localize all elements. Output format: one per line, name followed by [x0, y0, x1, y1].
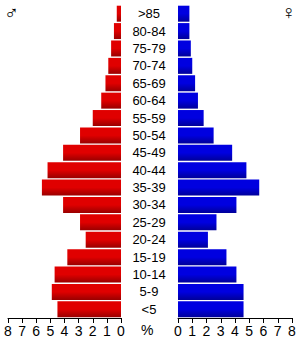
- svg-text:3: 3: [217, 323, 225, 339]
- svg-text:4: 4: [61, 323, 69, 339]
- svg-text:4: 4: [231, 323, 239, 339]
- svg-text:1: 1: [188, 323, 196, 339]
- svg-text:5: 5: [46, 323, 54, 339]
- svg-text:50-54: 50-54: [132, 128, 165, 143]
- svg-text:2: 2: [89, 323, 97, 339]
- svg-text:65-69: 65-69: [132, 76, 165, 91]
- svg-text:6: 6: [32, 323, 40, 339]
- svg-text:70-74: 70-74: [132, 58, 165, 73]
- svg-text:6: 6: [260, 323, 268, 339]
- svg-text:>85: >85: [138, 6, 160, 21]
- svg-text:10-14: 10-14: [132, 267, 165, 282]
- svg-text:45-49: 45-49: [132, 145, 165, 160]
- svg-text:7: 7: [274, 323, 282, 339]
- svg-text:3: 3: [75, 323, 83, 339]
- svg-text:7: 7: [18, 323, 26, 339]
- svg-text:25-29: 25-29: [132, 215, 165, 230]
- svg-text:♂: ♂: [4, 1, 19, 23]
- svg-text:♀: ♀: [281, 1, 296, 23]
- svg-text:2: 2: [203, 323, 211, 339]
- svg-text:30-34: 30-34: [132, 197, 165, 212]
- svg-text:<5: <5: [142, 302, 157, 317]
- svg-text:60-64: 60-64: [132, 93, 165, 108]
- svg-text:8: 8: [288, 323, 296, 339]
- svg-text:5: 5: [245, 323, 253, 339]
- svg-text:1: 1: [103, 323, 111, 339]
- svg-text:35-39: 35-39: [132, 180, 165, 195]
- svg-text:5-9: 5-9: [140, 284, 159, 299]
- svg-text:75-79: 75-79: [132, 41, 165, 56]
- svg-text:0: 0: [174, 323, 182, 339]
- svg-text:55-59: 55-59: [132, 111, 165, 126]
- svg-text:80-84: 80-84: [132, 24, 165, 39]
- svg-text:%: %: [141, 322, 153, 338]
- svg-text:15-19: 15-19: [132, 250, 165, 265]
- svg-text:20-24: 20-24: [132, 232, 165, 247]
- svg-text:8: 8: [4, 323, 12, 339]
- svg-text:40-44: 40-44: [132, 163, 165, 178]
- svg-text:0: 0: [117, 323, 125, 339]
